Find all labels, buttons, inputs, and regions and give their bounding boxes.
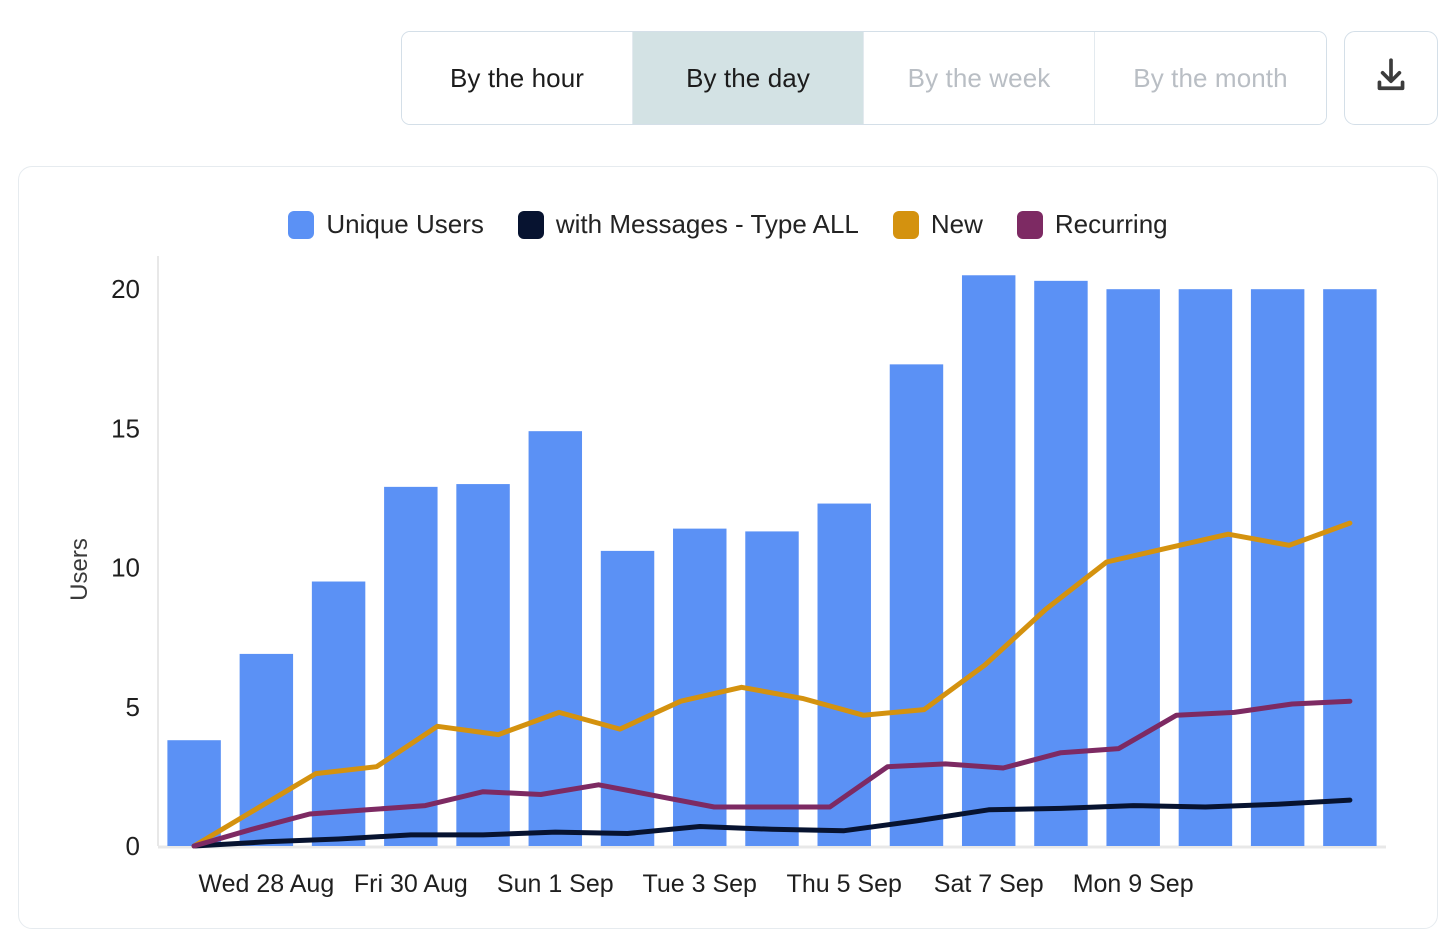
- bar[interactable]: [1034, 280, 1088, 846]
- x-axis-tick-label: Sat 7 Sep: [934, 870, 1044, 898]
- bar[interactable]: [961, 275, 1016, 846]
- x-axis-tick-label: Tue 3 Sep: [643, 870, 757, 898]
- legend-swatch-with-messages: [517, 210, 544, 239]
- chart-legend: Unique Users with Messages - Type ALL Ne…: [19, 209, 1437, 240]
- granularity-tab-group[interactable]: By the hour By the day By the week By th…: [401, 31, 1327, 125]
- chart-card: Unique Users with Messages - Type ALL Ne…: [18, 166, 1438, 929]
- legend-swatch-recurring: [1016, 210, 1043, 239]
- bar[interactable]: [889, 364, 944, 846]
- chart-toolbar: By the hour By the day By the week By th…: [401, 31, 1438, 125]
- download-button[interactable]: [1344, 31, 1438, 125]
- x-axis-tick-label: Sun 1 Sep: [497, 870, 614, 898]
- y-axis-tick-label: 20: [111, 274, 140, 304]
- tab-by-the-hour[interactable]: By the hour: [402, 32, 633, 124]
- legend-label-new: New: [930, 209, 983, 239]
- tab-by-the-day[interactable]: By the day: [633, 32, 864, 124]
- bar[interactable]: [528, 431, 583, 846]
- bar[interactable]: [600, 550, 655, 846]
- bar[interactable]: [167, 740, 221, 846]
- bar[interactable]: [384, 486, 438, 846]
- y-axis-tick-label: 5: [126, 692, 140, 722]
- line-series[interactable]: [191, 520, 1353, 849]
- tab-by-the-month[interactable]: By the month: [1095, 32, 1326, 124]
- x-axis-tick-label: Wed 28 Aug: [198, 870, 334, 898]
- legend-item-new[interactable]: New: [892, 209, 983, 240]
- legend-label-recurring: Recurring: [1054, 209, 1168, 239]
- y-axis-tick-label: 10: [111, 553, 140, 583]
- legend-swatch-unique-users: [288, 210, 315, 239]
- bar[interactable]: [456, 484, 510, 846]
- bar[interactable]: [1178, 289, 1233, 846]
- y-axis-title: Users: [66, 538, 93, 601]
- chart-svg: 0 5 10 15 20 Users Wed 28 Aug Fri 30 Aug Sun 1 S…: [66, 256, 1386, 898]
- bar[interactable]: [1250, 289, 1305, 846]
- legend-label-unique-users: Unique Users: [326, 209, 484, 239]
- legend-swatch-new: [892, 210, 919, 239]
- bar[interactable]: [673, 528, 727, 846]
- bar[interactable]: [1323, 289, 1377, 846]
- y-axis-tick-label: 0: [126, 831, 140, 861]
- legend-item-unique-users[interactable]: Unique Users: [288, 209, 484, 240]
- bar[interactable]: [239, 653, 294, 846]
- legend-item-with-messages[interactable]: with Messages - Type ALL: [517, 209, 859, 240]
- download-icon: [1370, 55, 1412, 102]
- line-series[interactable]: [191, 698, 1353, 849]
- bar[interactable]: [817, 503, 871, 846]
- y-axis-tick-label: 15: [111, 413, 140, 443]
- legend-label-with-messages: with Messages - Type ALL: [555, 209, 859, 239]
- legend-item-recurring[interactable]: Recurring: [1016, 209, 1168, 240]
- tab-by-the-week[interactable]: By the week: [864, 32, 1095, 124]
- bar[interactable]: [311, 581, 366, 846]
- x-axis-tick-label: Fri 30 Aug: [354, 870, 468, 898]
- x-axis-tick-label: Thu 5 Sep: [787, 870, 902, 898]
- plot-area: 0 5 10 15 20 Users Wed 28 Aug Fri 30 Aug Sun 1 S…: [19, 167, 1437, 928]
- x-axis-tick-label: Mon 9 Sep: [1073, 870, 1194, 898]
- bar[interactable]: [1106, 289, 1160, 846]
- line-series[interactable]: [191, 797, 1353, 849]
